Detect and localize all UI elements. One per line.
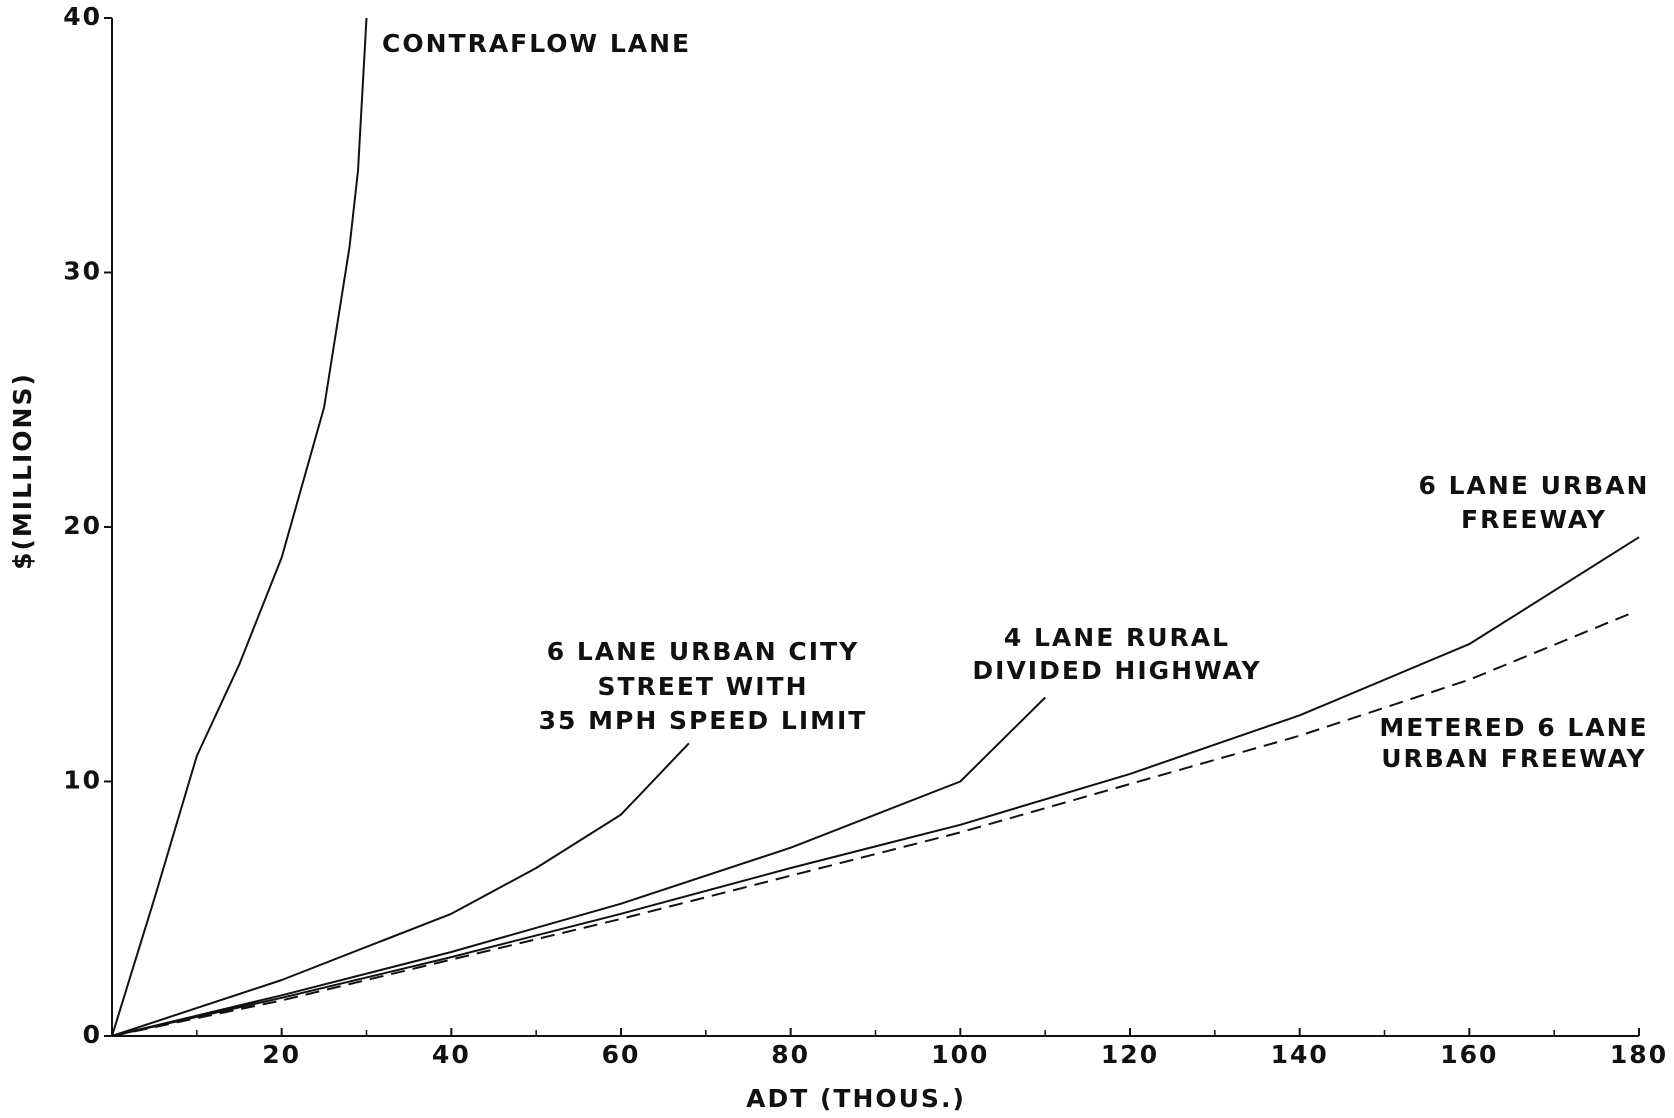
series-line xyxy=(111,612,1631,1037)
x-axis-title: ADT (THOUS.) xyxy=(746,1084,966,1113)
x-tick-label: 100 xyxy=(931,1040,989,1069)
series-label: FREEWAY xyxy=(1461,505,1607,534)
series-label: STREET WITH xyxy=(597,672,808,701)
x-tick-label: 60 xyxy=(602,1040,641,1069)
series-line xyxy=(111,536,1640,1037)
series-line xyxy=(111,17,368,1037)
y-tick-label: 0 xyxy=(83,1020,102,1049)
series-label: DIVIDED HIGHWAY xyxy=(972,656,1261,685)
x-tick-label: 80 xyxy=(771,1040,810,1069)
series-line xyxy=(111,742,690,1037)
x-tick-label: 140 xyxy=(1271,1040,1329,1069)
y-tick-label: 40 xyxy=(63,2,102,31)
series-label: URBAN FREEWAY xyxy=(1381,744,1647,773)
x-tick-label: 120 xyxy=(1101,1040,1159,1069)
x-tick-label: 40 xyxy=(432,1040,471,1069)
x-tick-label: 20 xyxy=(262,1040,301,1069)
series-label: 35 MPH SPEED LIMIT xyxy=(539,706,868,735)
series-label: 6 LANE URBAN xyxy=(1419,471,1650,500)
series-label: METERED 6 LANE xyxy=(1379,713,1648,742)
y-axis-title: $(MILLIONS) xyxy=(8,372,37,570)
y-tick-label: 20 xyxy=(63,511,102,540)
series-label: CONTRAFLOW LANE xyxy=(382,29,691,58)
y-tick-label: 10 xyxy=(63,766,102,795)
series-label: 4 LANE RURAL xyxy=(1004,623,1230,652)
x-tick-label: 180 xyxy=(1610,1040,1668,1069)
x-tick-label: 160 xyxy=(1440,1040,1498,1069)
y-tick-label: 30 xyxy=(63,257,102,286)
series-label: 6 LANE URBAN CITY xyxy=(547,637,859,666)
series-line xyxy=(111,696,1046,1037)
